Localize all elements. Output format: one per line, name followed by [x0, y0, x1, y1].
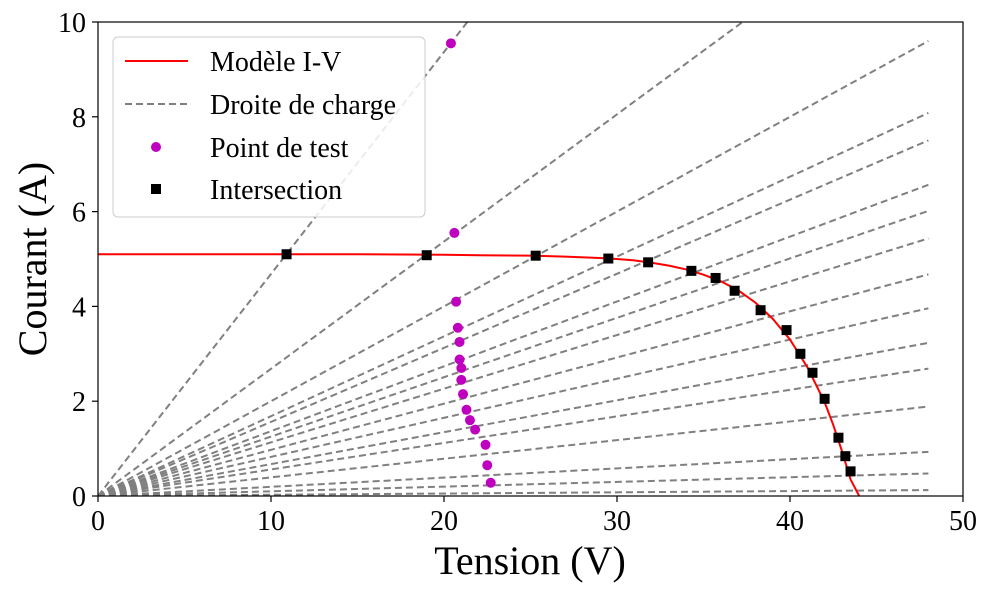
- load-line: [98, 139, 929, 496]
- legend-label: Point de test: [210, 133, 349, 164]
- intersection-point: [421, 250, 432, 261]
- test-point: [451, 296, 462, 307]
- intersection-point: [686, 265, 697, 276]
- test-point: [456, 363, 467, 374]
- x-tick-label: 10: [257, 506, 285, 537]
- x-axis-title: Tension (V): [434, 538, 626, 583]
- test-point: [464, 415, 475, 426]
- x-tick-label: 20: [430, 506, 458, 537]
- load-line: [98, 405, 929, 496]
- intersection-point: [530, 250, 541, 261]
- x-tick-label: 30: [603, 506, 631, 537]
- legend-box: [112, 36, 426, 218]
- intersections-group: [281, 249, 856, 477]
- x-tick-label: 50: [949, 506, 977, 537]
- intersection-point: [781, 325, 792, 336]
- load-line: [98, 489, 929, 496]
- load-line: [98, 273, 929, 496]
- intersection-point: [281, 249, 292, 260]
- test-point: [456, 374, 467, 385]
- y-tick-label: 4: [72, 292, 86, 323]
- load-line: [98, 209, 929, 496]
- load-line: [98, 40, 929, 496]
- intersection-point: [795, 348, 806, 359]
- intersection-point: [845, 466, 856, 477]
- load-line: [98, 183, 929, 496]
- x-axis: 0 10 20 30 40 50: [91, 496, 977, 537]
- intersection-point: [819, 393, 830, 404]
- test-point: [449, 227, 460, 238]
- load-line: [98, 22, 469, 496]
- y-tick-label: 0: [72, 482, 86, 513]
- x-tick-label: 40: [776, 506, 804, 537]
- legend-swatch-square: [151, 184, 161, 194]
- y-tick-label: 2: [72, 387, 86, 418]
- intersection-point: [833, 432, 844, 443]
- legend-swatch-circle: [151, 142, 161, 152]
- test-point: [454, 336, 465, 347]
- intersection-point: [710, 272, 721, 283]
- y-tick-label: 10: [58, 8, 86, 39]
- legend-label: Droite de charge: [210, 90, 396, 121]
- legend-label: Intersection: [210, 175, 342, 206]
- y-axis-title: Courant (A): [10, 162, 55, 356]
- legend: Modèle I-V Droite de charge Point de test I…: [112, 36, 426, 218]
- test-points-group: [445, 38, 496, 488]
- y-axis: 0 2 4 6 8 10: [58, 8, 98, 513]
- intersection-point: [643, 257, 654, 268]
- x-tick-label: 0: [91, 506, 105, 537]
- test-point: [454, 354, 465, 365]
- test-point: [485, 477, 496, 488]
- load-line: [98, 111, 929, 496]
- legend-label: Modèle I-V: [210, 47, 341, 78]
- test-point: [482, 460, 493, 471]
- load-line: [98, 472, 929, 496]
- load-line: [98, 450, 929, 496]
- test-point: [470, 424, 481, 435]
- intersection-point: [807, 367, 818, 378]
- intersection-point: [840, 451, 851, 462]
- load-line: [98, 367, 929, 496]
- y-tick-label: 6: [72, 198, 86, 229]
- intersection-point: [755, 305, 766, 316]
- load-line: [98, 237, 929, 496]
- test-point: [458, 389, 469, 400]
- test-point: [461, 404, 472, 415]
- plot-frame: [97, 21, 964, 497]
- test-point: [445, 38, 456, 49]
- y-tick-label: 8: [72, 103, 86, 134]
- test-point: [452, 322, 463, 333]
- intersection-point: [729, 285, 740, 296]
- intersection-point: [603, 253, 614, 264]
- load-line: [98, 22, 745, 496]
- load-line: [98, 341, 929, 496]
- test-point: [480, 439, 491, 450]
